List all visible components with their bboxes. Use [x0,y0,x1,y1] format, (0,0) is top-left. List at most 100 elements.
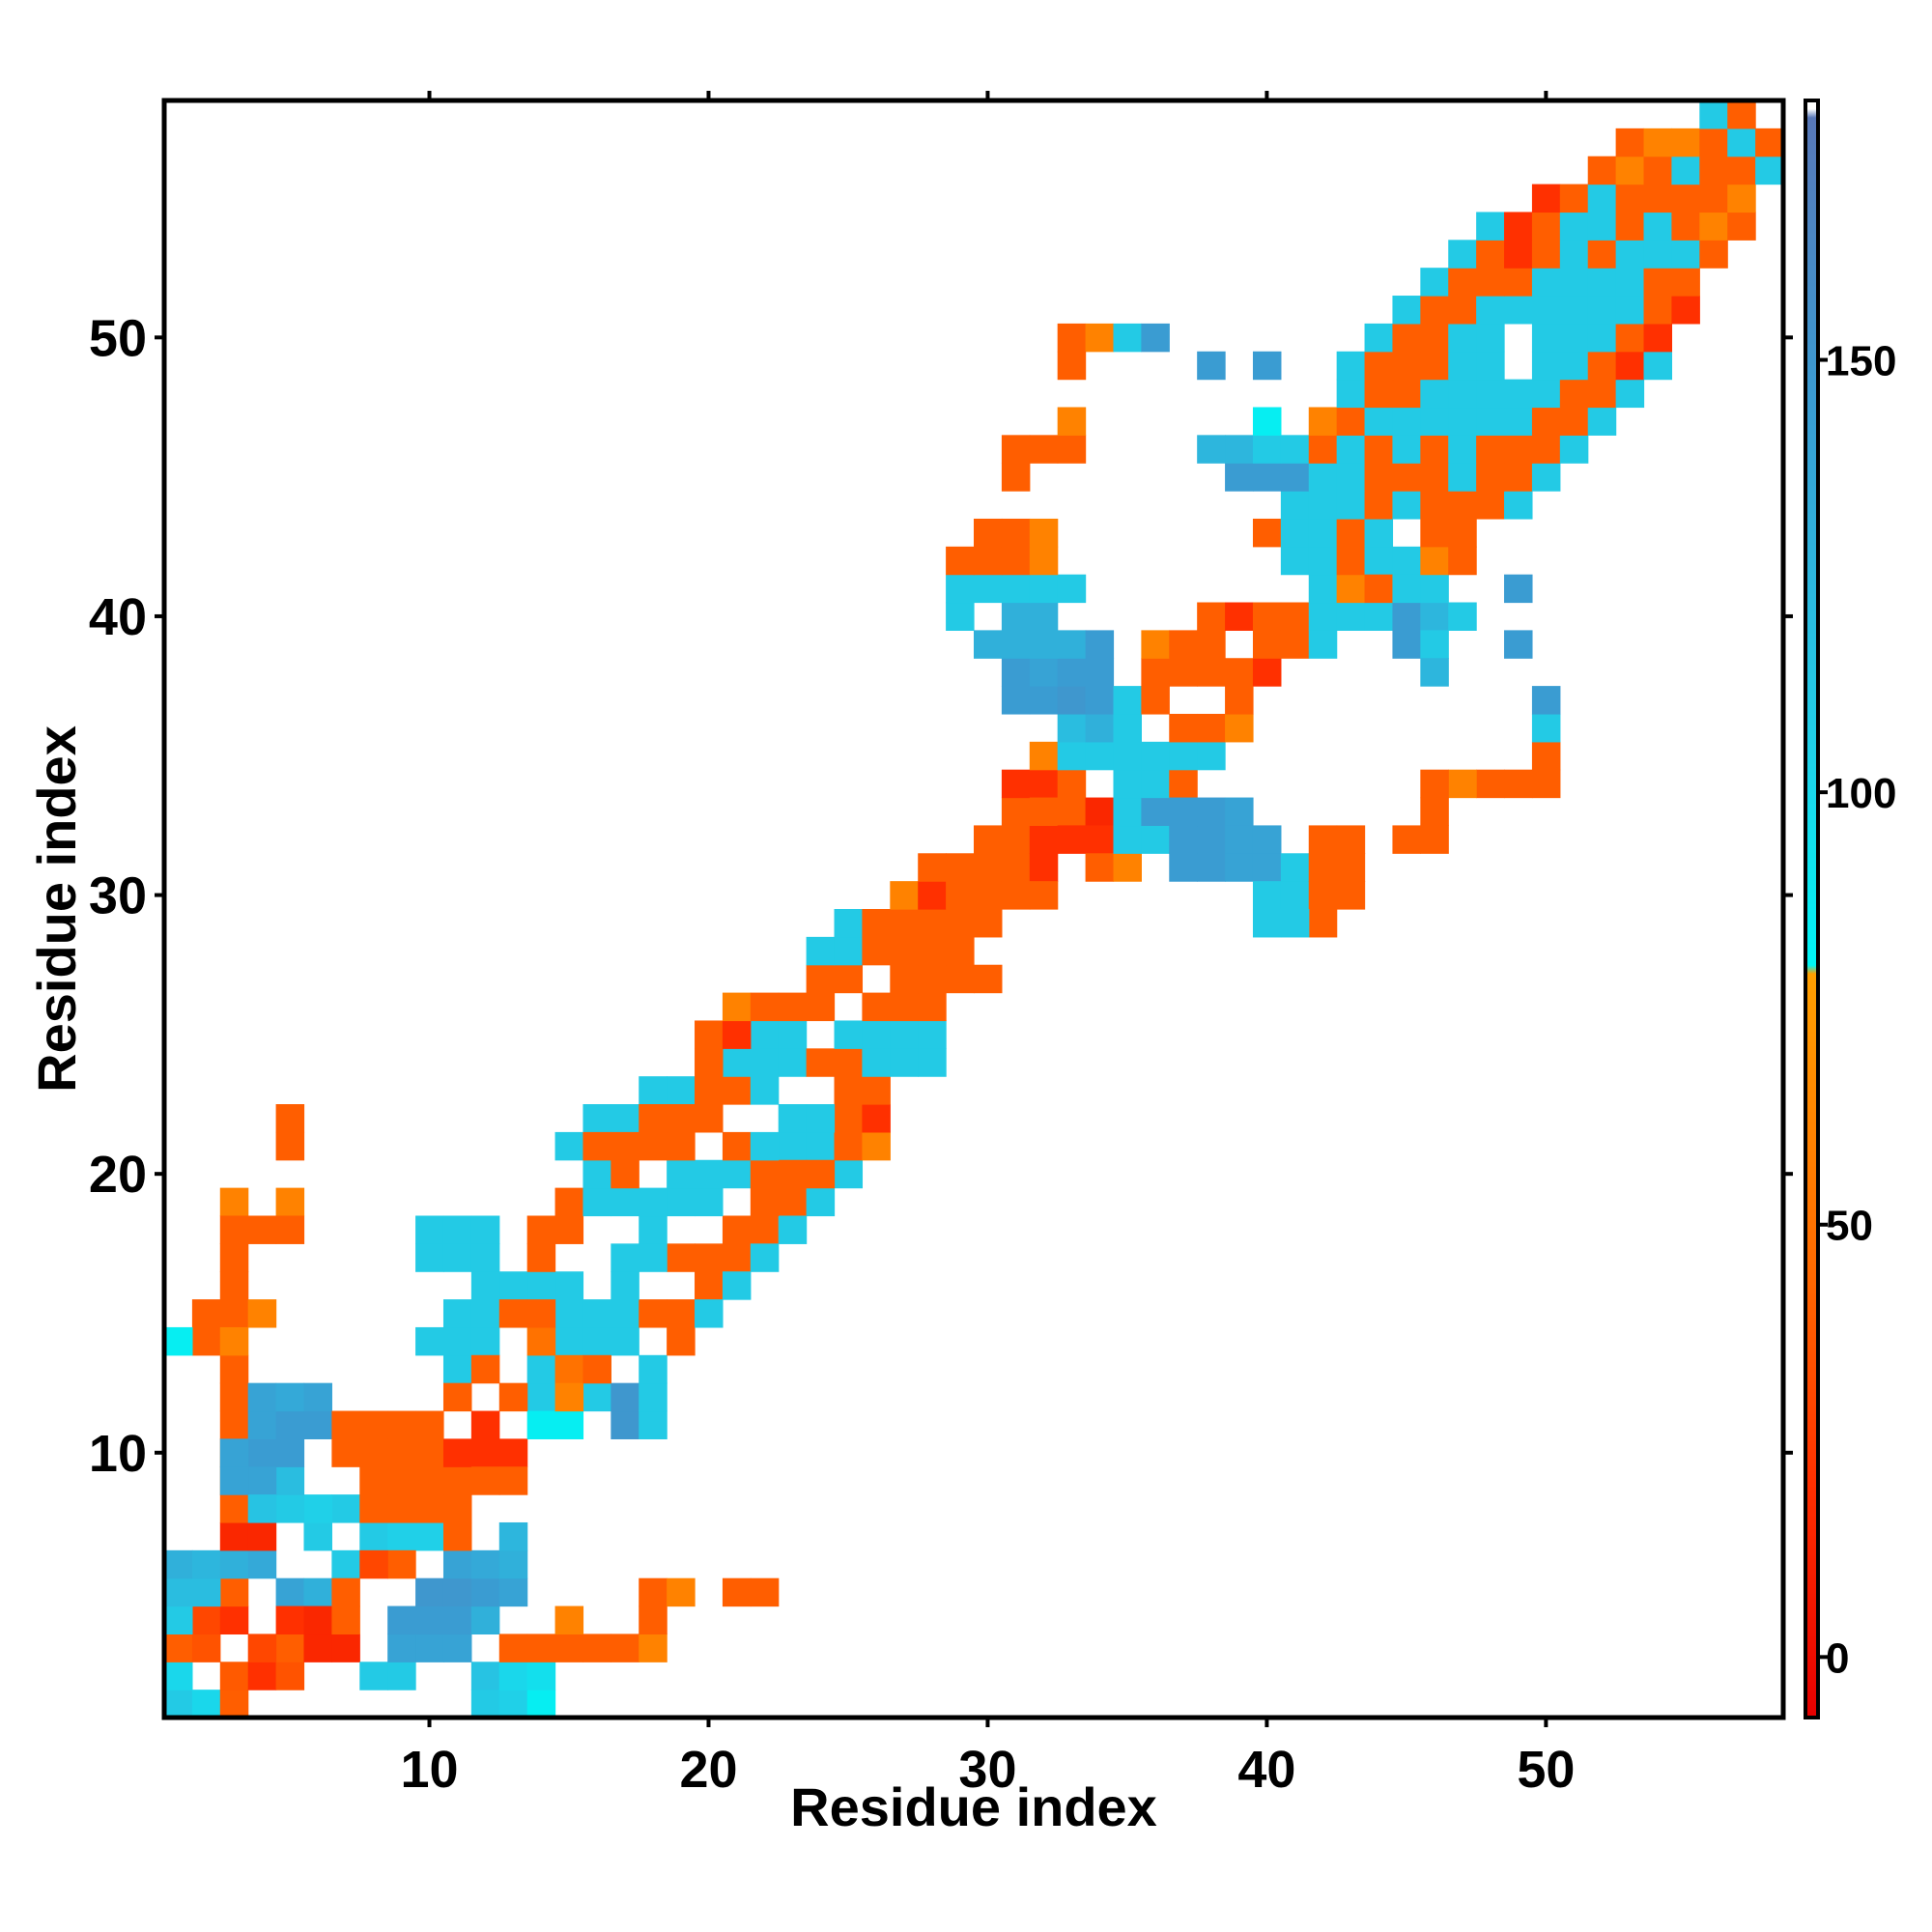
heatmap-cell [1141,741,1170,771]
heatmap-cell [1504,296,1533,325]
heatmap-cell [1280,546,1310,576]
heatmap-cell [554,1354,584,1384]
heatmap-cell [1727,128,1756,157]
heatmap-cell [219,1549,249,1579]
heatmap-cell [639,1634,668,1662]
heatmap-cell [1197,797,1226,827]
heatmap-cell [191,1577,221,1607]
heatmap-cell [219,1187,249,1217]
heatmap-cell [639,1382,668,1412]
heatmap-cell [1504,240,1533,269]
heatmap-cell [1476,435,1505,464]
y-tick-label: 30 [89,867,147,925]
heatmap-cell [1001,686,1031,715]
heatmap-cell [778,1215,808,1244]
heatmap-cell [1308,881,1338,910]
heatmap-cell [974,853,1003,882]
heatmap-cell [1531,713,1561,743]
heatmap-cell [1615,184,1645,213]
heatmap-cell [806,936,836,966]
y-tick-label: 40 [89,588,147,646]
heatmap-cell [1531,323,1561,353]
heatmap-cell [1755,156,1784,185]
heatmap-cell [1169,658,1198,687]
heatmap-cell [219,1382,249,1412]
x-tick-label: 50 [1517,1741,1575,1799]
heatmap-cell [1057,686,1087,715]
colorbar: 0 50 100 150 [1804,99,1896,1719]
heatmap-cell [275,1605,305,1635]
heatmap-cell [219,1243,249,1272]
heatmap-cell [164,1549,193,1579]
heatmap-cell [1057,797,1087,827]
heatmap-cell [695,1243,724,1272]
heatmap-cell [582,1354,611,1384]
heatmap-cell [1169,769,1198,799]
heatmap-cell [1559,184,1589,213]
heatmap-cell [275,1410,305,1439]
heatmap-cell [695,1020,724,1049]
heatmap-cell [470,1410,500,1439]
heatmap-cell [1057,769,1087,799]
heatmap-cell [470,1243,500,1272]
heatmap-cell [1197,435,1226,464]
heatmap-cell [1141,686,1170,715]
heatmap-cell [1364,518,1394,548]
heatmap-cell [1029,769,1059,799]
heatmap-cell [1448,407,1477,436]
heatmap-cell [331,1549,360,1579]
heatmap-cell [1336,379,1366,409]
heatmap-cell [415,1410,444,1439]
heatmap-cell [1476,379,1505,409]
heatmap-cell [722,1131,752,1161]
heatmap-cell [1225,658,1254,687]
heatmap-cell [582,1326,611,1356]
heatmap-cell [582,1159,611,1189]
heatmap-cell [1141,797,1170,827]
heatmap-cell [750,1215,780,1244]
heatmap-cell [722,992,752,1022]
heatmap-cell [1420,658,1449,687]
heatmap-cell [806,1048,836,1077]
y-axis-label: Residue index [26,725,87,1093]
heatmap-cell [611,1243,639,1272]
heatmap-cell [498,1271,528,1300]
heatmap-cell [1252,658,1282,687]
heatmap-cell [1029,686,1059,715]
heatmap-cell [862,1131,891,1161]
heatmap-cell [1420,546,1449,576]
heatmap-cell [1448,268,1477,297]
heatmap-cell [442,1605,472,1635]
heatmap-cell [1420,323,1449,353]
heatmap-cell [582,1634,611,1662]
x-tick-label: 40 [1237,1741,1295,1799]
heatmap-cell [1587,184,1617,213]
heatmap-cell [1029,797,1059,827]
heatmap-cell [1671,240,1700,269]
heatmap-cell [1197,825,1226,854]
heatmap-cell [359,1549,388,1579]
heatmap-cell [415,1243,444,1272]
heatmap-cell [1420,825,1449,854]
heatmap-cell [1057,713,1087,743]
heatmap-cell [275,1131,305,1161]
heatmap-cell [415,1466,444,1495]
heatmap-cell [1392,296,1421,325]
heatmap-cell [1057,323,1087,353]
heatmap-cell [1643,156,1673,185]
heatmap-cell [275,1466,305,1495]
heatmap-cell [695,1271,724,1300]
heatmap-cell [611,1271,639,1300]
heatmap-cell [247,1549,277,1579]
heatmap-cell [1141,769,1170,799]
heatmap-cell [918,909,947,938]
heatmap-cell [1085,686,1115,715]
heatmap-cell [1169,630,1198,659]
heatmap-cell [1225,686,1254,715]
heatmap-cell [611,1104,639,1133]
heatmap-cell [1615,296,1645,325]
colorbar-tick-label: 100 [1826,770,1896,817]
heatmap-cell [1699,100,1728,129]
heatmap-cell [1587,156,1617,185]
heatmap-cell [1280,518,1310,548]
